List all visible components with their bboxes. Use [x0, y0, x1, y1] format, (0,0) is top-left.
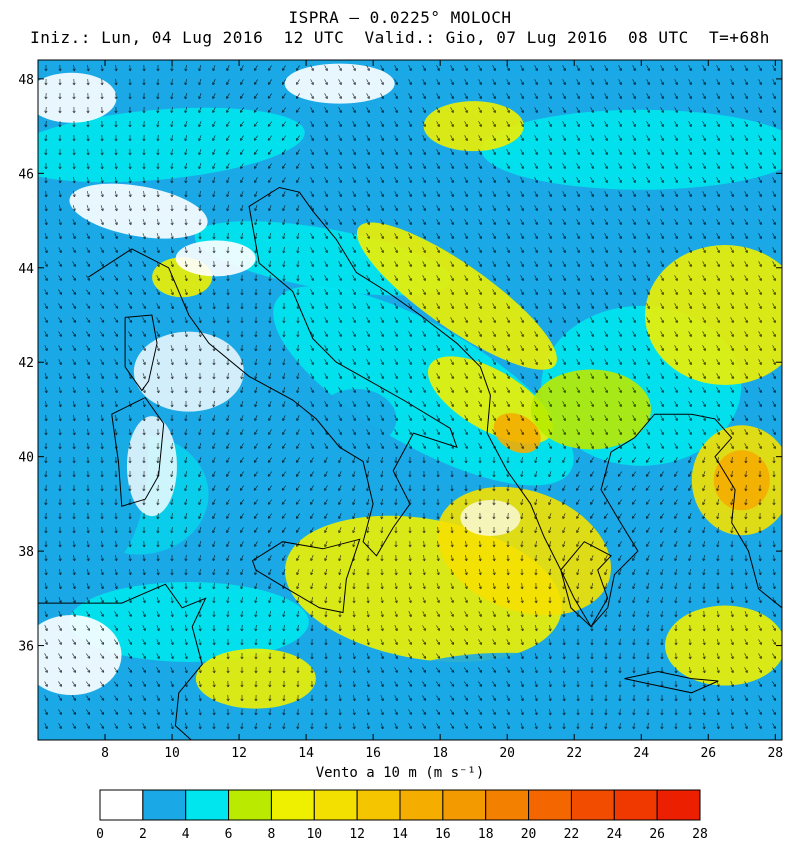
title-line1: ISPRA — 0.0225° MOLOCH: [288, 8, 512, 27]
field-patch: [493, 413, 541, 454]
coastline-segment: [560, 541, 612, 628]
colorbar: 0 2 4 6 8 10 12 14 16 18 20 22 24 26 28: [96, 789, 708, 842]
title-line2: Iniz.: Lun, 04 Lug 2016 12 UTC Valid.: G…: [30, 28, 770, 47]
lat-tick-label: 46: [18, 167, 34, 182]
latitude-axis: 36 38 40 42 44 46 48: [18, 73, 782, 655]
lon-tick-label: 10: [164, 746, 180, 760]
coastline-segment: [252, 538, 361, 614]
coastlines: [38, 186, 782, 740]
colorbar-swatch: [185, 789, 230, 821]
colorbar-label: Vento a 10 m (m s⁻¹): [315, 765, 485, 781]
colorbar-tick-label: 22: [564, 827, 580, 842]
field-patch: [665, 605, 782, 686]
field-patch: [195, 648, 316, 709]
colorbar-tick-label: 10: [306, 827, 322, 842]
lon-tick-label: 24: [633, 746, 649, 760]
coastline-segment: [124, 314, 158, 392]
lon-tick-label: 26: [700, 746, 716, 760]
colorbar-swatch: [228, 789, 272, 821]
colorbar-tick-label: 16: [435, 827, 451, 842]
lon-tick-label: 22: [566, 746, 582, 760]
wind-vectors: [44, 64, 777, 730]
field-patch: [175, 240, 256, 277]
longitude-axis: 8 10 12 14 16 18 20 22 24 26 28: [101, 60, 783, 760]
field-patch: [133, 331, 244, 412]
field-patch: [423, 101, 524, 152]
lon-tick-label: 12: [231, 746, 247, 760]
field-patch: [481, 109, 782, 190]
colorbar-tick-label: 28: [692, 827, 708, 842]
field-patch: [38, 72, 117, 123]
field-patch: [68, 581, 309, 662]
colorbar-tick-label: 24: [606, 827, 622, 842]
lat-tick-label: 38: [18, 545, 34, 560]
field-patch: [69, 183, 208, 239]
colorbar-swatch: [485, 789, 530, 821]
field-patch: [460, 500, 521, 537]
lon-tick-label: 8: [101, 746, 109, 760]
lon-tick-label: 20: [499, 746, 515, 760]
colorbar-swatch: [656, 789, 701, 821]
colorbar-tick-label: 26: [649, 827, 665, 842]
colorbar-tick-label: 14: [392, 827, 408, 842]
field-patch: [645, 245, 782, 385]
coastline-segment: [38, 583, 207, 740]
lat-tick-label: 36: [18, 640, 34, 655]
coastline-segment: [298, 191, 782, 628]
lon-tick-label: 28: [767, 746, 783, 760]
lon-tick-label: 14: [298, 746, 314, 760]
field-patch: [713, 450, 770, 511]
colorbar-tick-label: 20: [521, 827, 537, 842]
colorbar-tick-label: 0: [96, 827, 104, 842]
wind-map: 8 10 12 14 16 18 20 22 24 26 28 36 38 40 42 44 46 48: [18, 59, 783, 760]
field-patch: [377, 652, 638, 733]
lon-tick-label: 16: [365, 746, 381, 760]
coastline-segment: [88, 186, 458, 557]
field-patch: [530, 369, 651, 450]
colorbar-swatch: [570, 789, 615, 821]
coastline-segment: [111, 396, 165, 507]
colorbar-tick-label: 2: [139, 827, 147, 842]
colorbar-tick-label: 4: [182, 827, 190, 842]
lat-tick-label: 44: [18, 262, 34, 277]
colorbar-tick-label: 12: [349, 827, 365, 842]
colorbar-tick-label: 6: [225, 827, 233, 842]
lon-tick-label: 18: [432, 746, 448, 760]
field-patch: [126, 416, 177, 517]
colorbar-swatch: [142, 789, 187, 821]
colorbar-tick-label: 18: [478, 827, 494, 842]
colorbar-swatch: [399, 789, 444, 821]
wind-arrow-field: [44, 64, 777, 730]
colorbar-swatch: [356, 789, 401, 821]
colorbar-swatch: [99, 789, 144, 821]
field-patch: [38, 336, 149, 577]
colorbar-swatch: [442, 789, 487, 821]
field-patch: [356, 222, 557, 370]
colorbar-swatch: [613, 789, 658, 821]
plot-frame: [37, 59, 783, 741]
colorbar-swatch: [528, 789, 572, 821]
coastline-segment: [624, 670, 719, 694]
field-patch: [38, 615, 122, 695]
field-patch: [316, 388, 397, 449]
colorbar-swatch: [270, 789, 315, 821]
lat-tick-label: 40: [18, 451, 34, 466]
lat-tick-label: 48: [18, 73, 34, 88]
lat-tick-label: 42: [18, 356, 34, 371]
colorbar-tick-label: 8: [268, 827, 276, 842]
colorbar-swatch: [313, 789, 358, 821]
field-patch: [38, 107, 305, 183]
